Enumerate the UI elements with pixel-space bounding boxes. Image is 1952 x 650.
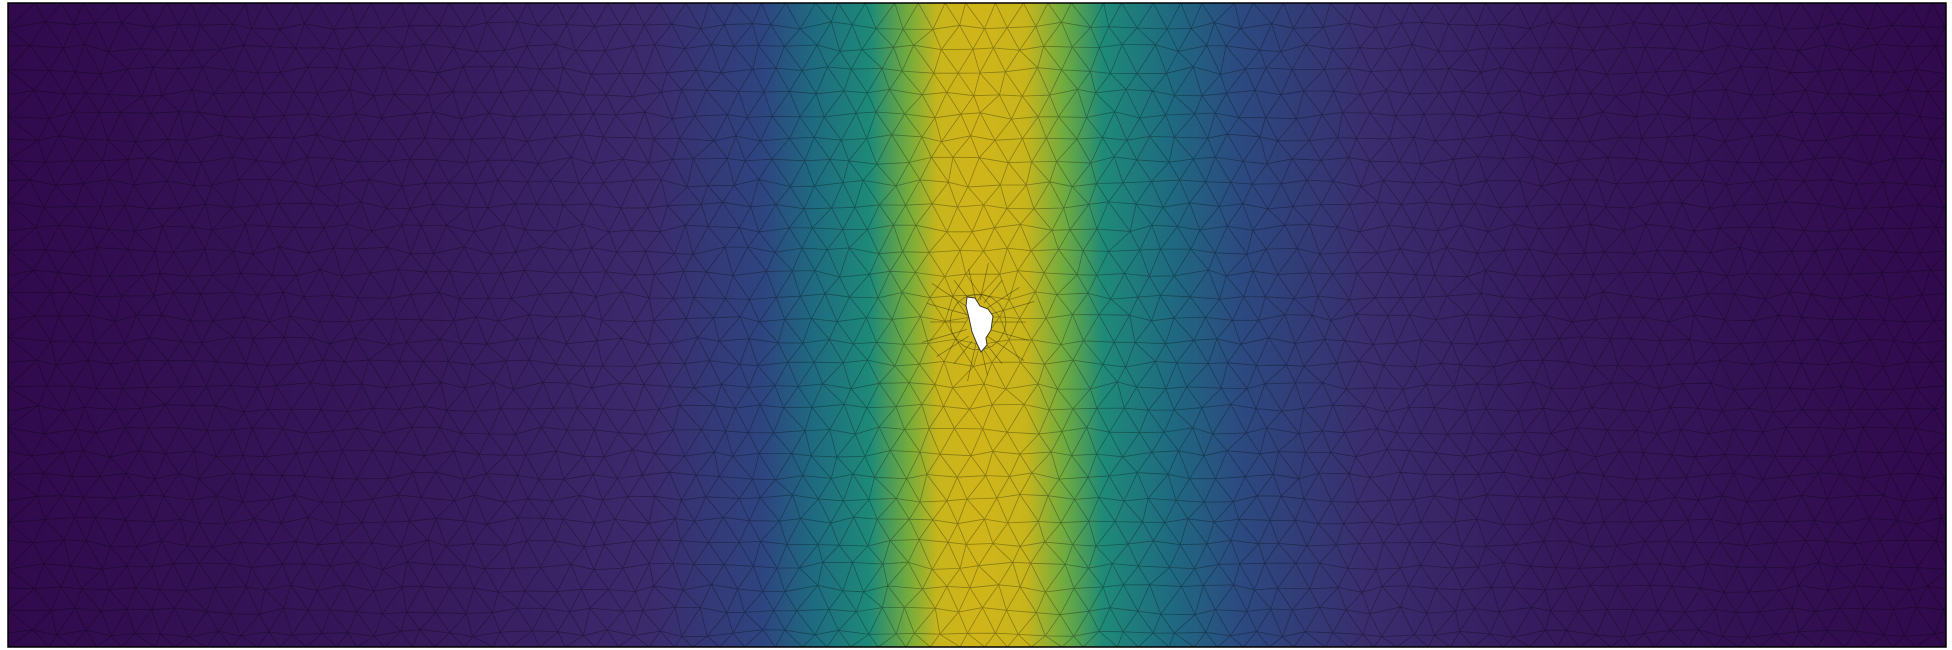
crack-hole	[965, 296, 994, 353]
mesh-edges	[8, 3, 1946, 647]
hole-refinement-edges	[921, 262, 1035, 382]
plot-frame	[7, 2, 1947, 648]
triangle-mesh	[8, 3, 1946, 647]
